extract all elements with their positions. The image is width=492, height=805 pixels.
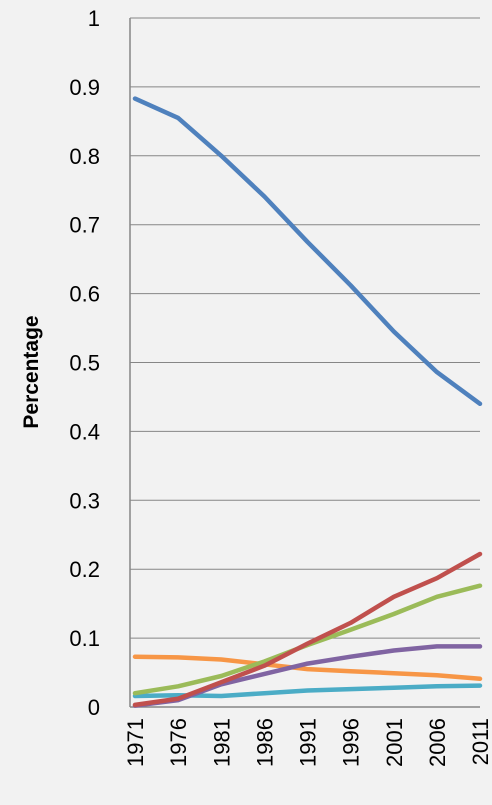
series-line	[132, 96, 483, 407]
axes	[129, 18, 480, 708]
y-tick-label: 0.8	[69, 144, 100, 169]
y-tick-label: 0.1	[69, 626, 100, 651]
x-tick-label: 2001	[382, 718, 407, 767]
x-tick-label: 1981	[209, 718, 234, 767]
series-line	[132, 551, 483, 708]
x-tick-label: 2006	[425, 718, 450, 767]
x-tick-label: 1971	[123, 718, 148, 767]
y-tick-label: 0.5	[69, 351, 100, 376]
y-tick-label: 0	[88, 695, 100, 720]
gridlines	[130, 17, 480, 639]
y-tick-labels: 0 0.1 0.2 0.3 0.4 0.5 0.6 0.7 0.8 0.9 1	[69, 6, 100, 720]
x-tick-label: 1991	[296, 718, 321, 767]
x-tick-label: 1986	[252, 718, 277, 767]
y-tick-label: 0.9	[69, 75, 100, 100]
y-tick-label: 1	[88, 6, 100, 31]
y-tick-label: 0.7	[69, 213, 100, 238]
x-tick-labels: 1971 1976 1981 1986 1991 1996 2001 2006 2011	[123, 718, 492, 767]
y-axis-label: Percentage	[20, 315, 43, 428]
y-tick-label: 0.3	[69, 488, 100, 513]
x-tick-label: 1996	[339, 718, 364, 767]
series-lines	[132, 96, 483, 708]
y-tick-label: 0.4	[69, 419, 100, 444]
y-tick-label: 0.2	[69, 557, 100, 582]
series-line	[132, 654, 483, 682]
x-tick-label: 2011	[468, 718, 492, 765]
y-tick-label: 0.6	[69, 282, 100, 307]
x-tick-label: 1976	[166, 718, 191, 767]
